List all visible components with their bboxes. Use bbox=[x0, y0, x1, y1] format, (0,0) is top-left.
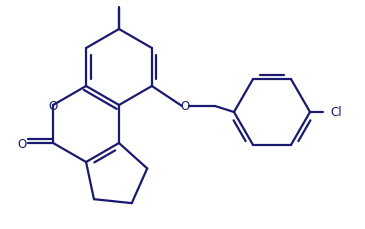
Text: O: O bbox=[49, 99, 58, 112]
Text: O: O bbox=[180, 100, 190, 113]
Text: Cl: Cl bbox=[330, 106, 342, 119]
Text: O: O bbox=[18, 137, 27, 150]
